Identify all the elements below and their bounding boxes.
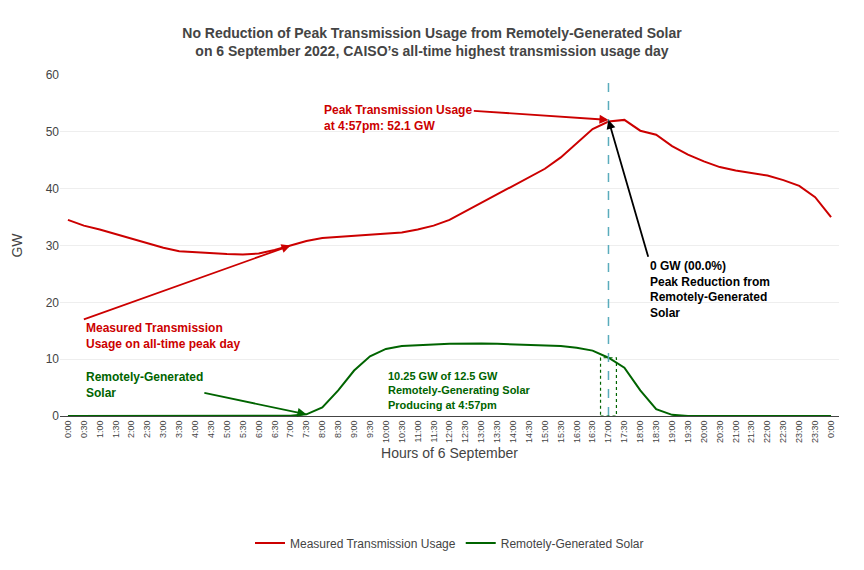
svg-text:8:00: 8:00	[317, 421, 327, 439]
svg-text:5:30: 5:30	[238, 421, 248, 439]
svg-text:22:00: 22:00	[762, 421, 772, 444]
svg-text:9:00: 9:00	[349, 421, 359, 439]
svg-text:8:30: 8:30	[333, 421, 343, 439]
svg-text:10:30: 10:30	[397, 421, 407, 444]
svg-text:15:00: 15:00	[540, 421, 550, 444]
svg-text:60: 60	[46, 68, 60, 82]
svg-text:20:30: 20:30	[715, 421, 725, 444]
svg-text:40: 40	[46, 182, 60, 196]
svg-text:17:30: 17:30	[619, 421, 629, 444]
svg-text:3:30: 3:30	[174, 421, 184, 439]
svg-text:18:00: 18:00	[635, 421, 645, 444]
svg-text:21:00: 21:00	[731, 421, 741, 444]
svg-text:10.25 GW of 12.5 GWRemotely-Ge: 10.25 GW of 12.5 GWRemotely-Generating S…	[388, 370, 531, 411]
svg-text:Hours of 6 September: Hours of 6 September	[381, 445, 518, 461]
svg-text:11:30: 11:30	[429, 421, 439, 443]
svg-text:1:30: 1:30	[111, 421, 121, 439]
svg-text:Remotely-Generated Solar: Remotely-Generated Solar	[501, 537, 644, 551]
svg-text:4:00: 4:00	[190, 421, 200, 439]
svg-text:13:30: 13:30	[492, 421, 502, 444]
svg-text:0:30: 0:30	[79, 421, 89, 439]
svg-text:GW: GW	[9, 233, 25, 258]
svg-text:30: 30	[46, 239, 60, 253]
svg-text:0: 0	[52, 409, 59, 423]
svg-text:0 GW (00.0%)Peak Reduction fro: 0 GW (00.0%)Peak Reduction fromRemotely-…	[650, 259, 770, 320]
svg-text:22:30: 22:30	[778, 421, 788, 444]
svg-text:6:00: 6:00	[254, 421, 264, 439]
svg-text:6:30: 6:30	[270, 421, 280, 439]
svg-text:0:00: 0:00	[63, 421, 73, 439]
svg-text:13:00: 13:00	[476, 421, 486, 444]
svg-text:50: 50	[46, 125, 60, 139]
svg-text:18:30: 18:30	[651, 421, 661, 444]
svg-text:14:30: 14:30	[524, 421, 534, 444]
svg-text:5:00: 5:00	[222, 421, 232, 439]
svg-text:2:30: 2:30	[142, 421, 152, 439]
svg-text:9:30: 9:30	[365, 421, 375, 439]
svg-text:19:00: 19:00	[667, 421, 677, 444]
svg-text:3:00: 3:00	[158, 421, 168, 439]
svg-text:15:30: 15:30	[556, 421, 566, 444]
svg-text:11:00: 11:00	[413, 421, 423, 443]
svg-text:12:30: 12:30	[460, 421, 470, 444]
svg-text:10:00: 10:00	[381, 421, 391, 444]
svg-text:16:30: 16:30	[588, 421, 598, 444]
svg-text:Remotely-GeneratedSolar: Remotely-GeneratedSolar	[86, 370, 203, 400]
svg-text:19:30: 19:30	[683, 421, 693, 444]
svg-text:Measured Transmission Usage: Measured Transmission Usage	[290, 537, 456, 551]
svg-text:20:00: 20:00	[699, 421, 709, 444]
svg-text:16:00: 16:00	[572, 421, 582, 444]
svg-text:Peak Transmission Usageat 4:57: Peak Transmission Usageat 4:57pm: 52.1 G…	[324, 103, 472, 133]
svg-text:14:00: 14:00	[508, 421, 518, 444]
svg-text:4:30: 4:30	[206, 421, 216, 439]
svg-text:23:00: 23:00	[794, 421, 804, 444]
svg-text:12:00: 12:00	[444, 421, 454, 444]
svg-text:23:30: 23:30	[810, 421, 820, 444]
svg-text:17:00: 17:00	[603, 421, 613, 444]
svg-text:7:30: 7:30	[301, 421, 311, 439]
svg-text:0:00: 0:00	[826, 421, 836, 439]
svg-text:20: 20	[46, 296, 60, 310]
svg-text:No Reduction of Peak Transmiss: No Reduction of Peak Transmission Usage …	[182, 25, 682, 59]
svg-text:21:30: 21:30	[746, 421, 756, 444]
svg-text:1:00: 1:00	[95, 421, 105, 439]
svg-text:7:00: 7:00	[285, 421, 295, 439]
svg-text:10: 10	[46, 352, 60, 366]
svg-text:2:00: 2:00	[126, 421, 136, 439]
svg-text:Measured TransmissionUsage on: Measured TransmissionUsage on all-time p…	[86, 321, 240, 351]
